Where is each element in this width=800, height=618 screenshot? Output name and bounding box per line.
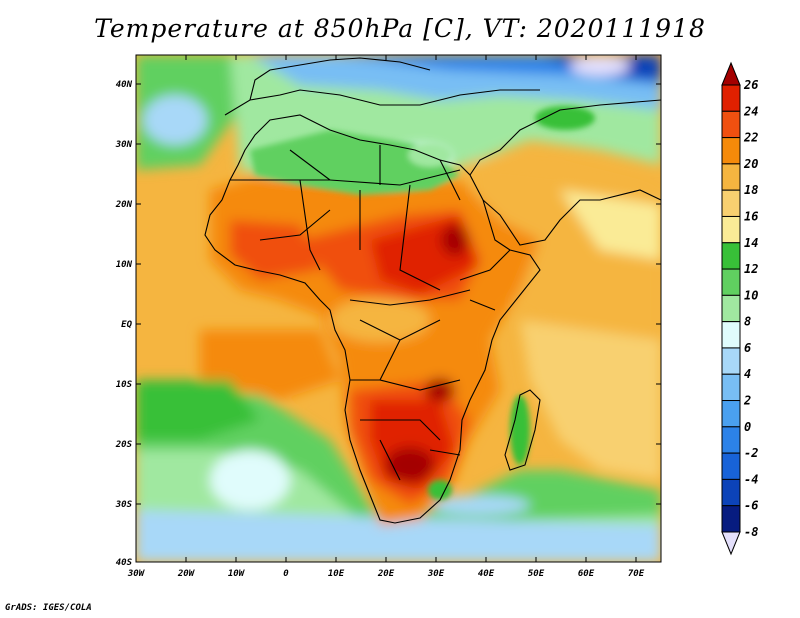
colorbar-swatch bbox=[721, 426, 741, 454]
lon-axis: 30W 20W 10W 0 10E 20E 30E 40E 50E 60E 70E bbox=[127, 55, 645, 579]
lon-tick-label: 70E bbox=[628, 569, 645, 579]
lon-tick-label: 20E bbox=[377, 569, 395, 579]
colorbar-bottom-arrow bbox=[721, 531, 741, 556]
map-title: Temperature at 850hPa [C], VT: 202011191… bbox=[94, 14, 706, 43]
colorbar-swatch bbox=[721, 321, 741, 349]
colorbar-swatch bbox=[721, 163, 741, 191]
lat-tick-label: 30S bbox=[115, 500, 133, 510]
colorbar-label: -8 bbox=[744, 525, 758, 539]
lat-tick-label: 20S bbox=[115, 440, 133, 450]
colorbar-label: 12 bbox=[744, 262, 758, 276]
colorbar-label: 2 bbox=[743, 394, 751, 408]
lat-tick-label: 10S bbox=[116, 380, 133, 390]
colorbar-swatch bbox=[721, 347, 741, 375]
colorbar-label: 24 bbox=[743, 104, 758, 118]
lon-tick-label: 20W bbox=[177, 569, 196, 579]
colorbar-swatch bbox=[721, 242, 741, 270]
colorbar-label: -2 bbox=[744, 446, 758, 460]
lon-tick-label: 0 bbox=[283, 569, 289, 579]
lat-tick-label: 20N bbox=[115, 200, 133, 210]
lat-tick-label: 40N bbox=[116, 80, 133, 90]
colorbar-swatch bbox=[721, 215, 741, 244]
lon-tick-label: 60E bbox=[578, 569, 595, 579]
lat-tick-label: 40S bbox=[116, 558, 133, 568]
colorbar-swatch bbox=[721, 84, 741, 112]
colorbar-swatch bbox=[721, 137, 741, 165]
lat-tick-label: 30N bbox=[115, 140, 133, 150]
lon-tick-label: 50E bbox=[528, 569, 545, 579]
colorbar-swatch bbox=[721, 189, 741, 217]
colorbar-swatch bbox=[721, 478, 741, 507]
colorbar-label: 16 bbox=[744, 209, 758, 223]
lon-tick-label: 10E bbox=[328, 569, 345, 579]
colorbar-label: 6 bbox=[744, 341, 751, 355]
lon-tick-label: 30W bbox=[127, 569, 146, 579]
colorbar-swatch bbox=[721, 373, 741, 402]
colorbar-swatch bbox=[721, 294, 741, 323]
colorbar-label: -4 bbox=[744, 472, 758, 486]
colorbar-top-arrow bbox=[721, 61, 741, 86]
map-field bbox=[136, 55, 661, 562]
lon-tick-label: 40E bbox=[478, 569, 495, 579]
colorbar-swatch bbox=[721, 505, 741, 533]
colorbar-swatch bbox=[721, 110, 741, 139]
lat-axis: 40N 30N 20N 10N EQ 10S 20S 30S 40S bbox=[115, 80, 661, 568]
colorbar-swatch bbox=[721, 452, 741, 480]
colorbar-label: -6 bbox=[744, 499, 758, 513]
grads-credit: GrADS: IGES/COLA bbox=[5, 603, 92, 613]
colorbar-swatch bbox=[721, 268, 741, 296]
map-frame bbox=[135, 54, 662, 563]
colorbar-label: 20 bbox=[743, 157, 758, 171]
colorbar-label: 8 bbox=[744, 315, 751, 329]
lon-tick-label: 10W bbox=[228, 569, 246, 579]
lat-tick-label: 10N bbox=[116, 260, 133, 270]
colorbar-label: 26 bbox=[743, 78, 758, 92]
colorbar-label: 18 bbox=[744, 183, 758, 197]
colorbar-label: 14 bbox=[744, 236, 758, 250]
colorbar-swatch bbox=[721, 400, 741, 428]
colorbar-label: 4 bbox=[744, 367, 751, 381]
coastlines bbox=[204, 57, 661, 524]
colorbar-label: 10 bbox=[744, 288, 758, 302]
lat-tick-label: EQ bbox=[121, 320, 132, 330]
lon-tick-label: 30E bbox=[427, 569, 445, 579]
colorbar-label: 0 bbox=[744, 420, 751, 434]
colorbar-label: 22 bbox=[743, 131, 758, 145]
